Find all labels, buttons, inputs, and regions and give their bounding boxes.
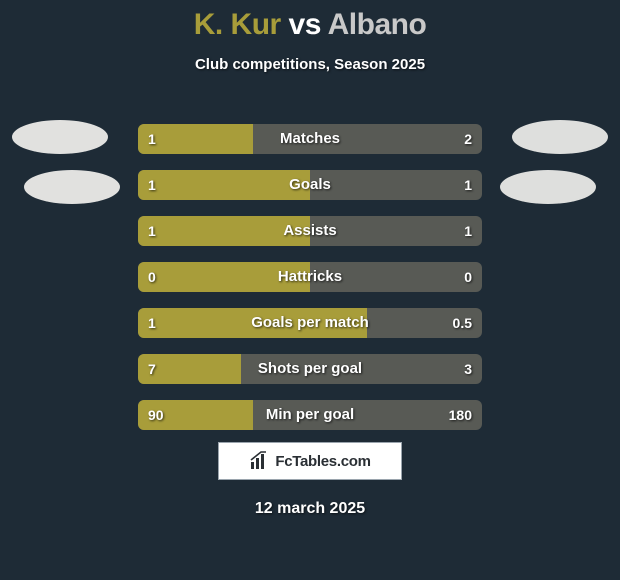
stat-row: Assists1 1	[138, 216, 482, 246]
comparison-title: K. Kur vs Albano	[0, 0, 620, 42]
player1-club-badge-1	[12, 120, 108, 154]
stat-value-player1: 1	[148, 216, 156, 246]
stat-value-player1: 7	[148, 354, 156, 384]
stat-label: Goals per match	[138, 308, 482, 338]
stat-row: Goals1 1	[138, 170, 482, 200]
stat-label: Goals	[138, 170, 482, 200]
stat-value-player1: 1	[148, 170, 156, 200]
logo-text: FcTables.com	[275, 453, 370, 470]
stat-label: Hattricks	[138, 262, 482, 292]
stat-label: Matches	[138, 124, 482, 154]
player1-name: K. Kur	[194, 8, 281, 41]
stat-label: Shots per goal	[138, 354, 482, 384]
stat-value-player1: 1	[148, 124, 156, 154]
stat-bars: Matches12Goals11Assists11Hattricks00Goal…	[138, 124, 482, 446]
player2-club-badge-2	[500, 170, 596, 204]
vs-text: vs	[289, 8, 321, 41]
stat-value-player2: 3	[464, 354, 472, 384]
player2-name: Albano	[328, 8, 427, 41]
stat-value-player2: 2	[464, 124, 472, 154]
stat-row: Goals per match1 0.5	[138, 308, 482, 338]
player2-club-badge-1	[512, 120, 608, 154]
subtitle: Club competitions, Season 2025	[0, 56, 620, 73]
stat-row: Matches1 2	[138, 124, 482, 154]
stat-value-player2: 0.5	[453, 308, 472, 338]
stat-label: Assists	[138, 216, 482, 246]
stat-value-player2: 180	[449, 400, 472, 430]
stat-value-player2: 1	[464, 170, 472, 200]
stat-value-player2: 0	[464, 262, 472, 292]
stat-value-player1: 90	[148, 400, 164, 430]
stat-value-player1: 1	[148, 308, 156, 338]
site-logo: FcTables.com	[218, 442, 402, 480]
stat-value-player2: 1	[464, 216, 472, 246]
stat-label: Min per goal	[138, 400, 482, 430]
stat-row: Hattricks0 0	[138, 262, 482, 292]
stat-value-player1: 0	[148, 262, 156, 292]
stat-row: Shots per goal7 3	[138, 354, 482, 384]
stat-row: Min per goal90 180	[138, 400, 482, 430]
bar-chart-icon	[249, 451, 271, 471]
player1-club-badge-2	[24, 170, 120, 204]
snapshot-date: 12 march 2025	[0, 500, 620, 518]
